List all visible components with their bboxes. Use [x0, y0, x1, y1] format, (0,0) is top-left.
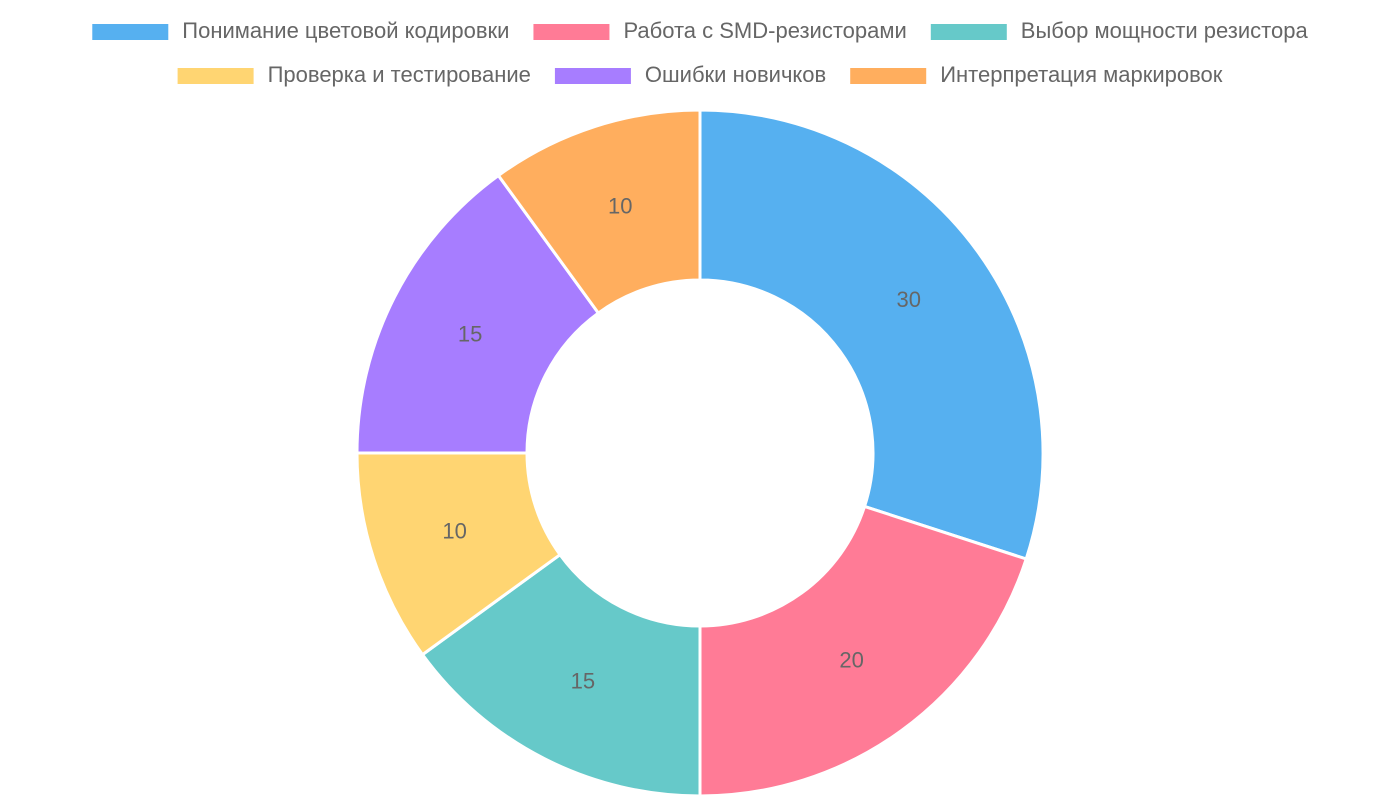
value-label: 10 [442, 519, 466, 544]
legend-text: Выбор мощности резистора [1021, 18, 1309, 43]
slice [698, 108, 1045, 561]
legend-text: Интерпретация маркировок [940, 62, 1223, 87]
slice [355, 173, 601, 455]
legend-item: Интерпретация маркировок [850, 62, 1223, 87]
value-label: 15 [458, 322, 482, 347]
legend-text: Работа с SMD-резисторами [623, 18, 906, 43]
legend-item: Работа с SMD-резисторами [533, 18, 907, 43]
slice [698, 504, 1029, 798]
legend-text: Проверка и тестирование [268, 62, 531, 87]
legend-item: Выбор мощности резистора [930, 18, 1309, 43]
legend-swatch [554, 68, 631, 84]
legend-swatch [177, 68, 254, 84]
legend-item: Проверка и тестирование [177, 62, 531, 87]
legend-swatch [850, 68, 927, 84]
value-label: 15 [571, 669, 595, 694]
legend-item: Ошибки новичков [554, 62, 826, 87]
value-label: 20 [839, 648, 863, 673]
value-label: 10 [608, 193, 632, 218]
value-label: 30 [896, 287, 920, 312]
slice [496, 108, 702, 316]
legend-item: Понимание цветовой кодировки [92, 18, 509, 43]
slice [420, 552, 702, 798]
legend-swatch [533, 24, 610, 40]
legend-swatch [930, 24, 1007, 40]
legend-swatch [92, 24, 169, 40]
legend-text: Ошибки новичков [645, 62, 826, 87]
legend-text: Понимание цветовой кодировки [182, 18, 509, 43]
